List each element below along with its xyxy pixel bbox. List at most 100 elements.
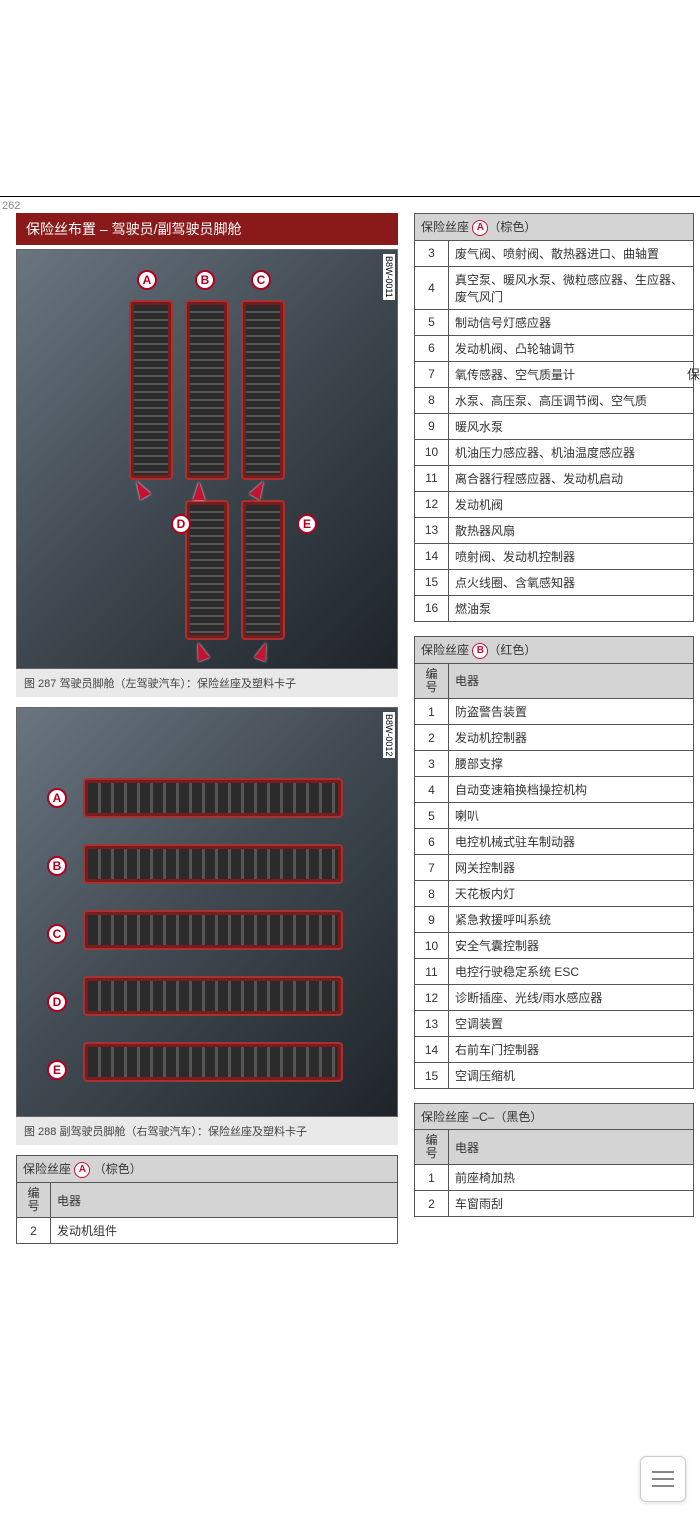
cell-desc: 安全气囊控制器: [449, 933, 694, 959]
cell-desc: 发动机阀: [449, 491, 694, 517]
menu-button[interactable]: [640, 1456, 686, 1502]
table-title: 保险丝座 B（红色）: [415, 636, 694, 663]
table-title: 保险丝座 A （棕色）: [17, 1156, 398, 1183]
figure-code: B8W-0012: [383, 712, 395, 758]
cell-num: 5: [415, 803, 449, 829]
table-row: 12发动机阀: [415, 491, 694, 517]
col-header-dev: 电器: [449, 663, 694, 698]
cell-desc: 点火线圈、含氧感知器: [449, 569, 694, 595]
table-row: 11离合器行程感应器、发动机启动: [415, 465, 694, 491]
cell-num: 4: [415, 266, 449, 309]
table-row: 15点火线圈、含氧感知器: [415, 569, 694, 595]
cell-num: 8: [415, 881, 449, 907]
col-header-num: 编号: [415, 1130, 449, 1165]
cell-num: 13: [415, 1011, 449, 1037]
figure-288: B8W-0012 ABCDE: [16, 707, 398, 1117]
cell-desc: 发动机阀、凸轮轴调节: [449, 335, 694, 361]
arrow-icon: [192, 640, 209, 661]
marker-c-icon: C: [251, 270, 271, 290]
table-row: 7网关控制器: [415, 855, 694, 881]
arrow-icon: [249, 478, 268, 500]
table-row: 1前座椅加热: [415, 1165, 694, 1191]
table-row: 11电控行驶稳定系统 ESC: [415, 959, 694, 985]
table-row: 12诊断插座、光线/雨水感应器: [415, 985, 694, 1011]
fuse-table: 保险丝座 B（红色）编号电器1防盗警告装置2发动机控制器3腰部支撑4自动变速箱换…: [414, 636, 694, 1089]
title-prefix: 保险丝座 –C–（黑色）: [421, 1110, 542, 1124]
cell-desc: 制动信号灯感应器: [449, 309, 694, 335]
cell-num: 4: [415, 777, 449, 803]
cell-num: 10: [415, 933, 449, 959]
table-row: 13散热器风扇: [415, 517, 694, 543]
table-row: 13空调装置: [415, 1011, 694, 1037]
cell-num: 8: [415, 387, 449, 413]
cell-num: 7: [415, 361, 449, 387]
cell-desc: 腰部支撑: [449, 751, 694, 777]
fuse-block: [185, 500, 229, 640]
fuse-block: [83, 910, 343, 950]
left-column: 保险丝布置 – 驾驶员/副驾驶员脚舱 B8W-0011 ABCDE 图 287 …: [16, 213, 398, 1258]
badge-a-icon: A: [74, 1162, 90, 1178]
cell-num: 16: [415, 595, 449, 621]
table-row: 7氧传感器、空气质量计: [415, 361, 694, 387]
cell-desc: 空调装置: [449, 1011, 694, 1037]
figure-287: B8W-0011 ABCDE: [16, 249, 398, 669]
figure-288-caption: 图 288 副驾驶员脚舱（右驾驶汽车）：保险丝座及塑料卡子: [16, 1117, 398, 1145]
fuse-block: [83, 778, 343, 818]
cell-desc: 真空泵、暖风水泵、微粒感应器、生应器、废气风门: [449, 266, 694, 309]
table-row: 2车窗雨刮: [415, 1191, 694, 1217]
content-area: 保险丝布置 – 驾驶员/副驾驶员脚舱 B8W-0011 ABCDE 图 287 …: [0, 197, 700, 1298]
table-title: 保险丝座 A（棕色）: [415, 214, 694, 241]
table-row: 1防盗警告装置: [415, 699, 694, 725]
table-row: 2发动机组件: [17, 1218, 398, 1244]
cell-desc: 喇叭: [449, 803, 694, 829]
cell-desc: 机油压力感应器、机油温度感应器: [449, 439, 694, 465]
cell-num: 7: [415, 855, 449, 881]
fuse-block: [185, 300, 229, 480]
table-row: 3废气阀、喷射阀、散热器进口、曲轴置: [415, 240, 694, 266]
marker-e-icon: E: [47, 1060, 67, 1080]
section-title: 保险丝布置 – 驾驶员/副驾驶员脚舱: [16, 213, 398, 245]
marker-b-icon: B: [195, 270, 215, 290]
arrow-icon: [193, 482, 205, 500]
cell-desc: 诊断插座、光线/雨水感应器: [449, 985, 694, 1011]
cell-desc: 燃油泵: [449, 595, 694, 621]
cell-num: 9: [415, 413, 449, 439]
fuse-block: [241, 300, 285, 480]
table-row: 4真空泵、暖风水泵、微粒感应器、生应器、废气风门: [415, 266, 694, 309]
cell-desc: 发动机控制器: [449, 725, 694, 751]
cell-desc: 前座椅加热: [449, 1165, 694, 1191]
table-row: 9紧急救援呼叫系统: [415, 907, 694, 933]
fuse-block: [241, 500, 285, 640]
cell-desc: 水泵、高压泵、高压调节阀、空气质: [449, 387, 694, 413]
marker-a-icon: A: [47, 788, 67, 808]
cell-desc: 紧急救援呼叫系统: [449, 907, 694, 933]
cell-num: 2: [415, 1191, 449, 1217]
cell-desc: 散热器风扇: [449, 517, 694, 543]
cell-desc: 车窗雨刮: [449, 1191, 694, 1217]
cell-num: 13: [415, 517, 449, 543]
cell-desc: 发动机组件: [51, 1218, 398, 1244]
cell-num: 11: [415, 959, 449, 985]
marker-b-icon: B: [47, 856, 67, 876]
cell-desc: 电控机械式驻车制动器: [449, 829, 694, 855]
cell-num: 15: [415, 1063, 449, 1089]
table-row: 9暖风水泵: [415, 413, 694, 439]
cell-num: 12: [415, 491, 449, 517]
cell-desc: 天花板内灯: [449, 881, 694, 907]
title-suffix: （红色）: [488, 643, 536, 657]
fuse-table: 保险丝座 A（棕色）3废气阀、喷射阀、散热器进口、曲轴置4真空泵、暖风水泵、微粒…: [414, 213, 694, 622]
title-prefix: 保险丝座: [421, 643, 472, 657]
table-row: 16燃油泵: [415, 595, 694, 621]
col-header-num: 编号: [17, 1182, 51, 1217]
table-row: 10安全气囊控制器: [415, 933, 694, 959]
marker-a-icon: A: [137, 270, 157, 290]
cell-num: 10: [415, 439, 449, 465]
table-row: 14右前车门控制器: [415, 1037, 694, 1063]
table-row: 10机油压力感应器、机油温度感应器: [415, 439, 694, 465]
cell-num: 1: [415, 1165, 449, 1191]
side-tab-text: 保: [682, 364, 700, 383]
cell-desc: 喷射阀、发动机控制器: [449, 543, 694, 569]
badge-a-icon: A: [472, 220, 488, 236]
cell-num: 14: [415, 1037, 449, 1063]
cell-desc: 废气阀、喷射阀、散热器进口、曲轴置: [449, 240, 694, 266]
